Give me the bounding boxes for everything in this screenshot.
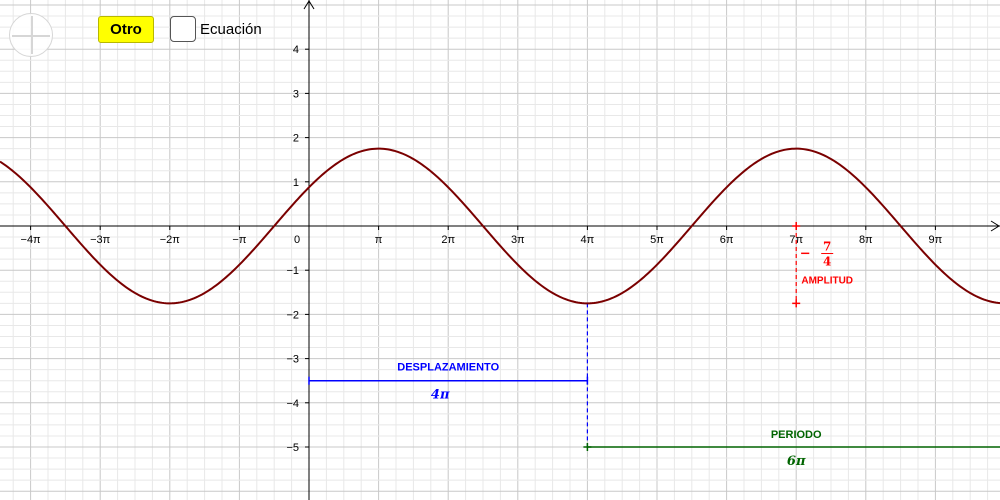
- ecuacion-label[interactable]: Ecuación: [200, 20, 262, 38]
- x-tick-label: −4π: [21, 234, 42, 246]
- shift-value: 4π: [431, 388, 450, 403]
- amplitude-label: AMPLITUD: [801, 275, 853, 286]
- origin-label: 0: [294, 234, 300, 246]
- y-tick-label: −3: [286, 354, 299, 366]
- x-axis-arrow: [990, 220, 1000, 232]
- x-tick-label: 8π: [859, 234, 873, 246]
- reset-view-icon[interactable]: [9, 13, 53, 57]
- y-tick-label: 3: [293, 88, 299, 100]
- y-tick-label: −5: [286, 442, 299, 454]
- x-tick-label: −π: [232, 234, 246, 246]
- amplitude-denominator: 4: [823, 255, 831, 269]
- x-tick-label: 9π: [929, 234, 943, 246]
- amplitude-sign: −: [800, 247, 811, 262]
- otro-button[interactable]: Otro: [98, 16, 154, 43]
- annotations: DESPLAZAMIENTO 4π PERIODO 6π − 74 AMPLITUD: [308, 222, 1000, 469]
- y-tick-label: 4: [293, 44, 299, 56]
- y-tick-label: −2: [286, 309, 299, 321]
- x-tick-label: π: [375, 234, 383, 246]
- y-tick-label: 2: [293, 133, 299, 145]
- y-tick-label: 1: [293, 177, 299, 189]
- ecuacion-checkbox[interactable]: [170, 16, 196, 42]
- amplitude-numerator: 7: [823, 240, 831, 254]
- x-tick-label: 2π: [441, 234, 455, 246]
- y-tick-label: −4: [286, 398, 299, 410]
- x-tick-label: −2π: [160, 234, 181, 246]
- y-axis-arrow: [303, 0, 315, 10]
- period-value: 6π: [787, 454, 806, 469]
- x-tick-label: 3π: [511, 234, 525, 246]
- x-tick-label: −3π: [90, 234, 111, 246]
- sine-curve: [0, 147, 1000, 305]
- y-tick-label: −1: [286, 265, 299, 277]
- shift-label: DESPLAZAMIENTO: [397, 362, 499, 374]
- x-tick-label: 5π: [650, 234, 664, 246]
- x-tick-label: 6π: [720, 234, 734, 246]
- x-tick-label: 4π: [581, 234, 595, 246]
- period-label: PERIODO: [771, 429, 822, 441]
- ecuacion-toggle[interactable]: Ecuación: [170, 16, 262, 42]
- curve-group: [0, 147, 1000, 305]
